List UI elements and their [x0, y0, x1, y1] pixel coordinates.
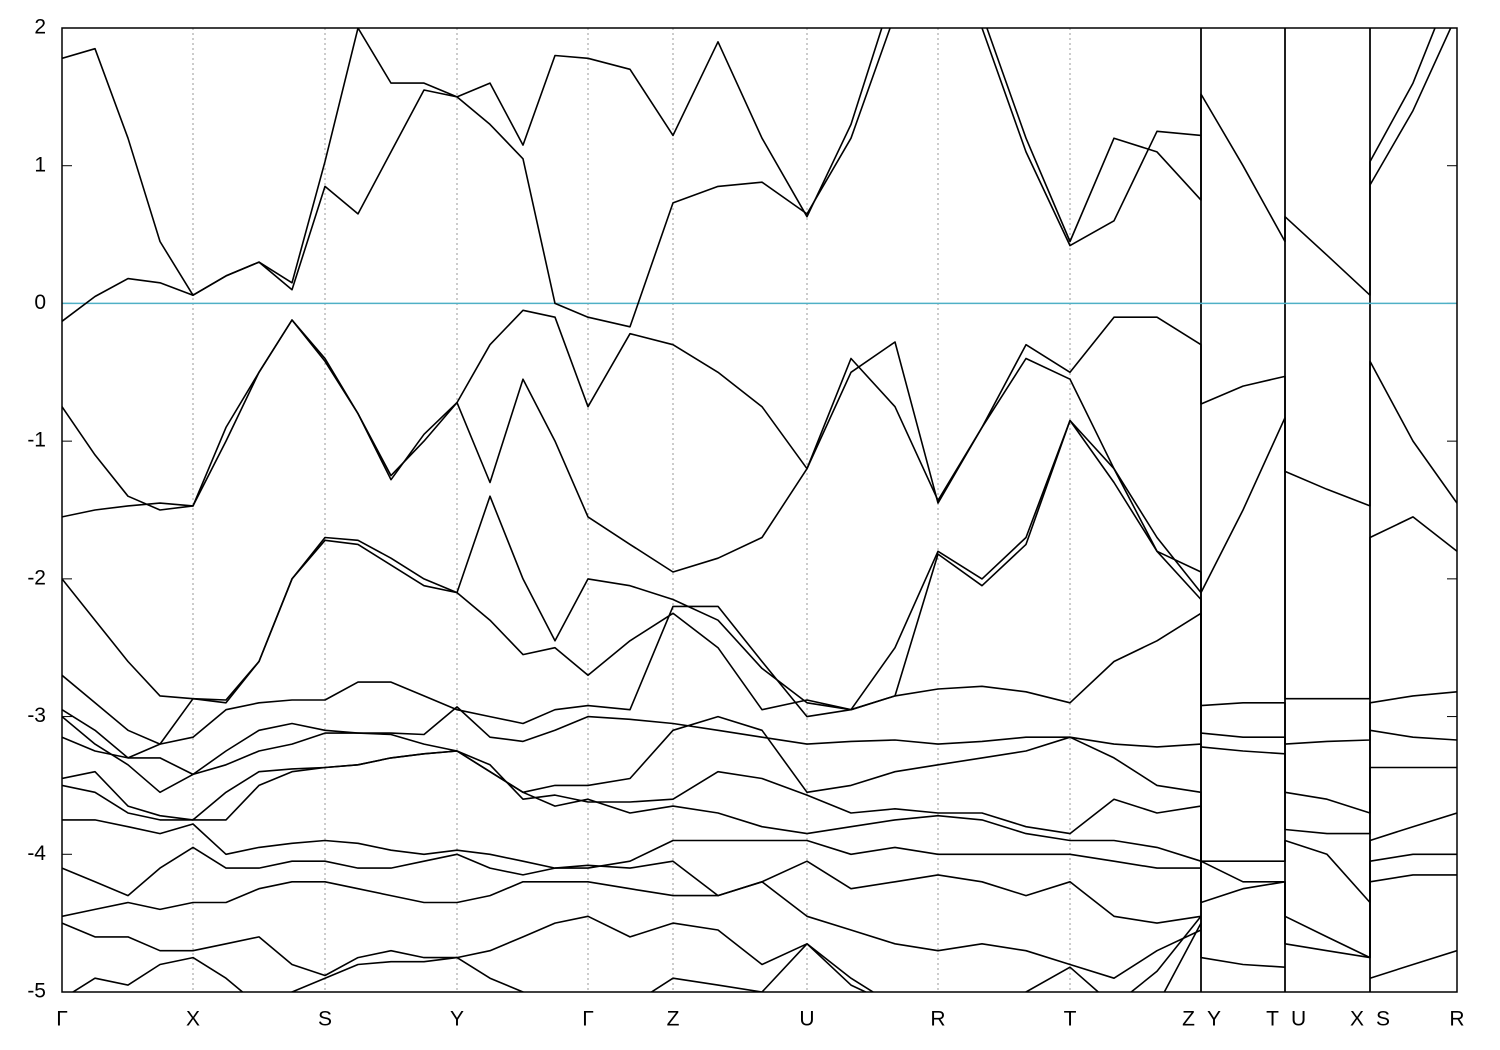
y-tick-label: 1 [34, 153, 46, 176]
x-tick-label: R [930, 1008, 945, 1031]
bands [62, 28, 1457, 992]
band-line [62, 706, 1457, 904]
band-line [62, 750, 1457, 959]
x-tick-label: R [1449, 1008, 1464, 1031]
band-line [62, 881, 1202, 979]
x-tick-label: Γ [56, 1008, 68, 1031]
x-tick-label: X [1350, 1008, 1364, 1031]
x-tick-label: Y [450, 1008, 464, 1031]
x-tick-label: Z [667, 1008, 680, 1031]
band-line [62, 319, 1457, 700]
y-tick-label: -3 [27, 704, 46, 727]
plot-frame [61, 27, 1458, 993]
band-line [71, 922, 1202, 992]
y-tick-label: 2 [34, 16, 46, 39]
x-tick-label: Z [1182, 1008, 1195, 1031]
x-tick-label: S [318, 1008, 332, 1031]
x-tick-label: Y [1207, 1008, 1221, 1031]
x-tick-label: X [186, 1008, 200, 1031]
band-line [62, 715, 1457, 959]
y-tick-label: -2 [27, 566, 46, 589]
y-tick-label: -4 [27, 842, 46, 865]
grid [61, 27, 1458, 993]
y-tick-label: 0 [34, 291, 46, 314]
band-line [62, 750, 1457, 979]
x-tick-label: T [1064, 1008, 1077, 1031]
y-tick-label: -5 [27, 980, 46, 1003]
x-tick-label: S [1376, 1008, 1390, 1031]
band-line [62, 28, 1452, 296]
y-tick-label: -1 [27, 429, 46, 452]
band-line [62, 605, 1457, 835]
x-tick-label: Γ [582, 1008, 594, 1031]
band-line [62, 28, 1436, 328]
band-line [62, 915, 1202, 992]
band-line [62, 846, 1202, 924]
x-tick-label: U [799, 1008, 814, 1031]
x-tick-label: U [1291, 1008, 1306, 1031]
band-line [62, 419, 1457, 745]
x-tick-label: T [1266, 1008, 1279, 1031]
band-line [62, 309, 1457, 511]
band-line [62, 419, 1457, 814]
